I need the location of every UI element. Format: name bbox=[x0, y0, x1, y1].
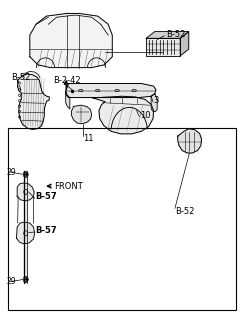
Text: 29: 29 bbox=[6, 168, 16, 177]
Bar bbox=[8, 128, 236, 310]
Polygon shape bbox=[17, 183, 34, 201]
Polygon shape bbox=[66, 84, 156, 98]
Text: 3: 3 bbox=[153, 96, 159, 105]
Polygon shape bbox=[151, 94, 157, 112]
Polygon shape bbox=[71, 105, 92, 124]
Polygon shape bbox=[30, 13, 112, 68]
Text: B-52: B-52 bbox=[175, 207, 195, 216]
Polygon shape bbox=[18, 74, 49, 129]
Text: B-52: B-52 bbox=[166, 30, 185, 39]
Polygon shape bbox=[16, 222, 35, 244]
Polygon shape bbox=[178, 129, 202, 153]
Text: 11: 11 bbox=[83, 134, 93, 143]
Polygon shape bbox=[180, 32, 189, 56]
Text: B-2-42: B-2-42 bbox=[53, 76, 81, 85]
Text: B-57: B-57 bbox=[35, 192, 57, 201]
Text: B-52: B-52 bbox=[12, 73, 31, 82]
Polygon shape bbox=[93, 96, 153, 134]
Text: FRONT: FRONT bbox=[55, 182, 83, 191]
Polygon shape bbox=[146, 32, 189, 38]
Polygon shape bbox=[66, 91, 70, 109]
Text: 29: 29 bbox=[6, 277, 16, 286]
Text: 10: 10 bbox=[140, 111, 151, 120]
Polygon shape bbox=[146, 38, 180, 56]
Text: B-57: B-57 bbox=[35, 226, 57, 235]
Polygon shape bbox=[24, 171, 27, 283]
